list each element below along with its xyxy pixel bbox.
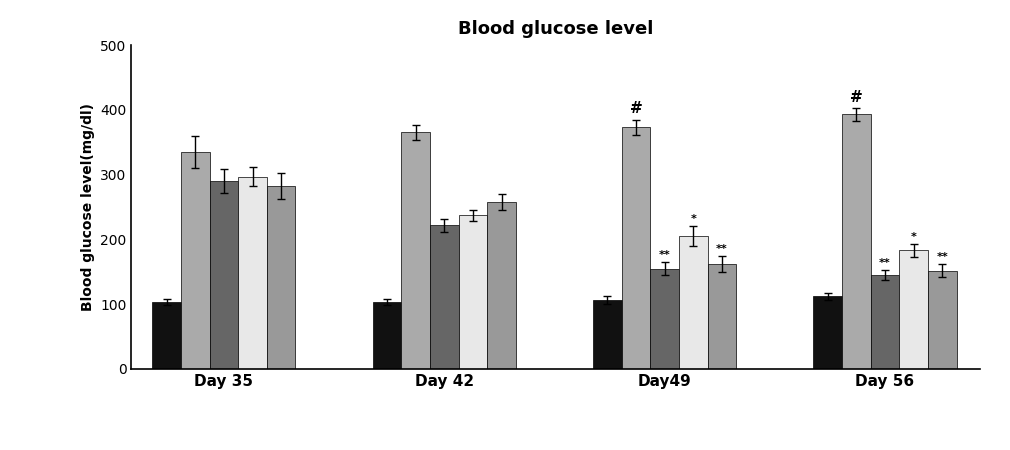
Text: **: **	[659, 250, 671, 260]
Bar	[153, 302, 181, 369]
Bar	[813, 297, 842, 369]
Text: **: **	[879, 258, 891, 268]
Bar	[209, 181, 238, 369]
Bar	[708, 264, 736, 369]
Bar	[401, 132, 430, 369]
Text: *: *	[911, 232, 916, 242]
Bar	[487, 202, 516, 369]
Title: Blood glucose level: Blood glucose level	[458, 20, 653, 38]
Bar	[899, 250, 928, 369]
Text: #: #	[629, 101, 642, 116]
Text: **: **	[936, 252, 948, 262]
Bar	[267, 185, 296, 369]
Y-axis label: Blood glucose level(mg/dl): Blood glucose level(mg/dl)	[81, 103, 95, 311]
Bar	[621, 127, 650, 369]
Bar	[459, 216, 487, 369]
Bar	[430, 225, 459, 369]
Bar	[373, 302, 401, 369]
Text: *: *	[690, 215, 696, 225]
Text: #: #	[850, 90, 863, 104]
Bar	[181, 152, 209, 369]
Legend: Vehicle control, Disease control, Standard, Mentat
100mg/kg, Mentat
200mg/kg: Vehicle control, Disease control, Standa…	[290, 446, 821, 450]
Bar	[679, 236, 708, 369]
Bar	[650, 269, 679, 369]
Bar	[871, 275, 899, 369]
Bar	[593, 300, 621, 369]
Bar	[238, 176, 267, 369]
Bar	[928, 270, 956, 369]
Text: **: **	[716, 244, 728, 254]
Bar	[842, 114, 871, 369]
